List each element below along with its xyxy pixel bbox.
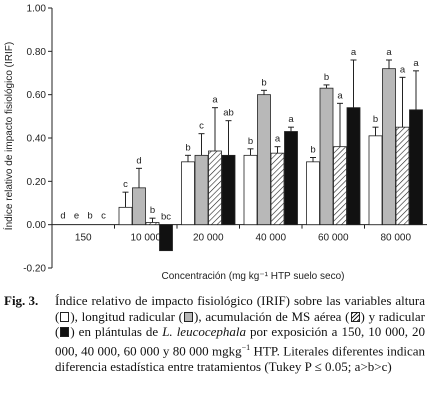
bar [159,224,173,252]
x-tick-label: 60 000 [318,233,349,244]
y-tick-label: -0.20 [23,264,46,275]
superscript: −1 [241,342,251,352]
bar [221,154,236,226]
caption-part: ) y radicular ( [55,308,425,340]
significance-letter: a [413,58,419,69]
bar [132,187,146,226]
bar [333,146,347,226]
caption-part: ), longitud radicular ( [70,308,183,324]
y-axis: -0.20 0.00 0.20 0.40 0.60 0.80 1.00 [23,4,53,275]
significance-letter: b [310,145,315,156]
bar [409,109,423,226]
bar-chart: -0.20 0.00 0.20 0.40 0.60 0.80 1.00 150 10 000 2… [2,4,427,282]
y-tick-label: 0.20 [27,177,47,188]
bar [346,107,361,226]
bar [257,94,271,226]
legend-swatch-white [60,311,70,322]
significance-letter: d [136,155,141,166]
bar [145,222,160,226]
significance-letter: e [74,211,79,222]
bar [284,131,298,226]
figure-label: Fig. 3. [4,293,39,308]
caption-part: HTP. Literales diferentes indican difere… [55,343,425,374]
x-tick-label: 80 000 [380,233,411,244]
bar [319,87,334,226]
significance-letter: c [101,211,106,222]
bar [118,206,133,226]
significance-letter: a [337,90,343,101]
caption-part: ) en plántulas de [70,324,163,340]
x-tick-label: 20 000 [193,233,224,244]
x-tick-label: 150 [75,233,92,244]
significance-letter: a [351,47,357,58]
bar [208,150,222,226]
significance-letter: b [324,72,329,83]
y-tick-label: 1.00 [27,4,47,15]
significance-letter: a [288,114,294,125]
significance-letter: ab [223,108,234,119]
bars [118,59,423,252]
caption-part: por exposición a 150, 10 000, 20 000, 40… [55,324,425,359]
y-tick-label: 0.60 [27,90,47,101]
y-tick-label: 0.00 [27,220,47,231]
caption-part: Índice relativo de impacto fisiológico (… [55,293,425,324]
significance-letter: b [87,211,92,222]
significance-letter: a [386,47,392,58]
significance-letter: b [150,205,155,216]
significance-letter: b [185,142,190,153]
significance-letter: d [60,211,65,222]
significance-letter: c [199,121,204,132]
significance-letter: c [123,179,128,190]
significance-letter: b [373,114,378,125]
caption-text: Índice relativo de impacto fisiológico (… [55,293,425,374]
bar [181,161,195,226]
y-tick-label: 0.80 [27,47,47,58]
significance-letter: a [275,134,281,145]
bar [194,154,209,226]
significance-letter: b [248,136,253,147]
bar [382,68,396,226]
y-tick-label: 0.40 [27,134,47,145]
significance-letter: b [261,77,266,88]
bar [243,154,258,226]
bar [368,135,383,226]
caption-part: ), acumulación de MS aérea ( [194,308,350,324]
significance-letter: a [400,64,406,75]
x-tick-label: 40 000 [255,233,286,244]
x-axis-label: Concentración (mg kg⁻¹ HTP suelo seco) [162,271,345,282]
bar [395,126,410,226]
x-tick-label: 10 000 [130,233,161,244]
species-name: L. leucocephala [162,324,246,340]
y-axis-label: Índice relativo de impacto fisiológico (… [2,42,15,230]
legend-swatch-gray [184,311,193,322]
significance-letter: bc [161,212,171,223]
bar [306,161,320,226]
significance-letter: a [212,95,218,106]
legend-swatch-black [60,327,70,338]
x-axis: 150 10 000 20 000 40 000 60 000 80 000 [52,224,427,244]
legend-swatch-hatched [350,311,360,322]
bar [270,152,285,226]
